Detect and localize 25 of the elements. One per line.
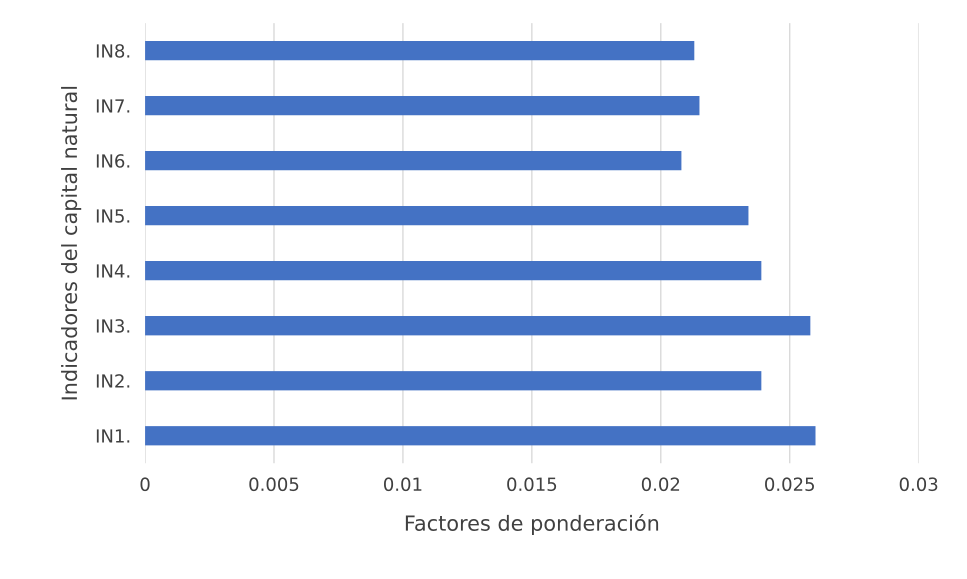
bar xyxy=(145,371,762,390)
y-tick-label: IN1. xyxy=(96,429,130,443)
y-tick-label: IN7. xyxy=(96,99,130,113)
x-axis-title: Factores de ponderación xyxy=(406,514,658,536)
y-tick-label: IN3. xyxy=(96,319,130,333)
bar xyxy=(145,261,762,280)
x-tick-label: 0.02 xyxy=(642,477,680,492)
x-tick-label: 0.03 xyxy=(900,477,938,492)
y-tick-label: IN5. xyxy=(96,209,130,223)
y-tick-label: IN2. xyxy=(96,374,130,388)
x-tick-label: 0.005 xyxy=(249,477,298,492)
y-tick-label: IN6. xyxy=(96,154,130,168)
x-tick-label: 0.01 xyxy=(384,477,422,492)
bar xyxy=(145,206,748,226)
y-axis-title: Indicadores del capital natural xyxy=(61,86,82,400)
bar xyxy=(145,426,816,446)
bar xyxy=(145,151,682,170)
bar xyxy=(145,41,694,60)
x-tick-label: 0 xyxy=(140,477,150,492)
y-tick-label: IN8. xyxy=(96,44,130,58)
x-tick-label: 0.025 xyxy=(765,477,814,492)
y-tick-label: IN4. xyxy=(96,264,130,278)
x-tick-label: 0.015 xyxy=(507,477,556,492)
bar xyxy=(145,96,700,116)
bar xyxy=(145,316,810,336)
